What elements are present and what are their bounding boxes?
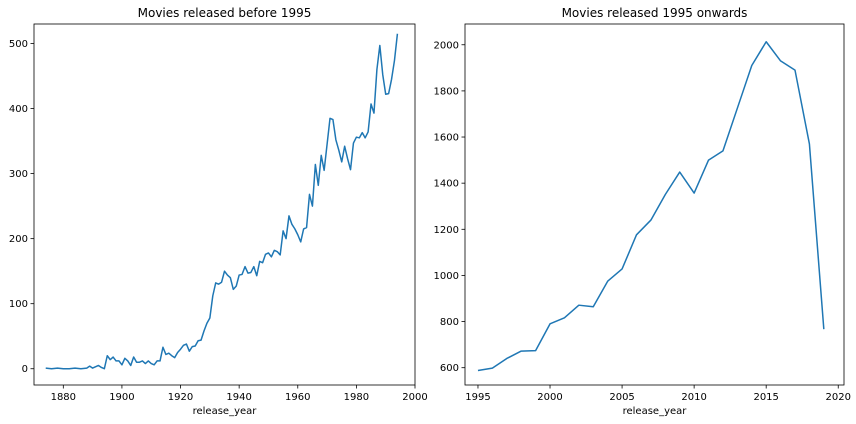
x-tick-label: 2020 xyxy=(826,392,851,403)
y-tick-label: 1200 xyxy=(434,225,459,236)
y-tick-label: 200 xyxy=(9,234,28,245)
x-axis-label: release_year xyxy=(193,406,258,417)
x-tick-label: 1880 xyxy=(51,392,76,403)
x-tick-label: 1920 xyxy=(168,392,193,403)
y-tick-label: 500 xyxy=(9,39,28,50)
plot-frame xyxy=(33,23,416,386)
x-tick-label: 1960 xyxy=(285,392,310,403)
chart-title: Movies released 1995 onwards xyxy=(562,6,748,20)
x-tick-label: 2005 xyxy=(609,392,634,403)
chart-panel-1: 1880 1900 1920 1940 1960 1980 2000 0 100 200 300 40… xyxy=(9,6,428,417)
plot-frame xyxy=(464,23,845,386)
x-tick-label: 2000 xyxy=(402,392,427,403)
y-tick-label: 100 xyxy=(9,299,28,310)
y-tick-label: 300 xyxy=(9,169,28,180)
x-tick-label: 1980 xyxy=(344,392,369,403)
y-tick-label: 800 xyxy=(440,317,459,328)
y-tick-label: 1800 xyxy=(434,86,459,97)
chart-panel-2: 1995 2000 2005 2010 2015 2020 600 800 1000 1200 14… xyxy=(434,6,851,417)
series-line xyxy=(477,41,825,372)
y-tick-label: 2000 xyxy=(434,40,459,51)
y-tick-label: 0 xyxy=(22,364,28,375)
x-tick-label: 1940 xyxy=(226,392,251,403)
y-tick-label: 1600 xyxy=(434,133,459,144)
chart-title: Movies released before 1995 xyxy=(138,6,312,20)
x-axis-label: release_year xyxy=(623,406,688,417)
x-tick-label: 2000 xyxy=(537,392,562,403)
y-tick-label: 400 xyxy=(9,104,28,115)
x-tick-label: 2010 xyxy=(681,392,706,403)
x-tick-label: 2015 xyxy=(753,392,778,403)
y-tick-label: 1400 xyxy=(434,179,459,190)
series-line xyxy=(45,33,399,370)
x-tick-label: 1900 xyxy=(109,392,134,403)
x-tick-label: 1995 xyxy=(465,392,490,403)
y-tick-label: 1000 xyxy=(434,271,459,282)
y-tick-label: 600 xyxy=(440,363,459,374)
